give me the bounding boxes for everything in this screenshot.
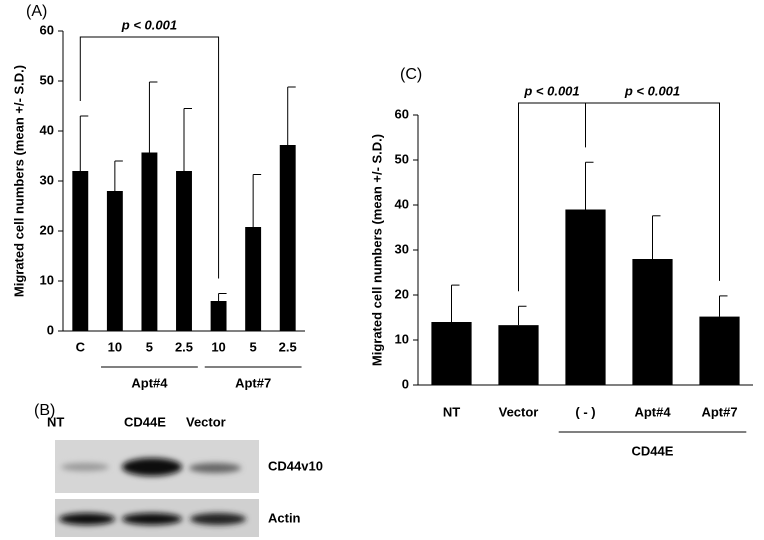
bar — [431, 322, 472, 385]
blot-band — [122, 513, 182, 525]
significance-bracket — [585, 102, 720, 281]
bar — [279, 145, 296, 331]
y-tick-label: 0 — [47, 322, 54, 337]
blot-band — [122, 458, 182, 476]
bar — [106, 191, 123, 331]
x-tick-label: 10 — [108, 339, 122, 354]
y-tick-label: 10 — [40, 272, 54, 287]
x-tick-label: 2.5 — [279, 339, 297, 354]
x-tick-label: 2.5 — [175, 339, 193, 354]
bar — [498, 325, 539, 385]
y-axis-label: Migrated cell numbers (mean +/- S.D.) — [369, 134, 384, 366]
x-tick-label: 5 — [250, 339, 257, 354]
blot-band — [61, 463, 109, 471]
group-label: Apt#7 — [235, 375, 271, 390]
blot-band — [59, 513, 115, 525]
x-tick-label: Vector — [499, 404, 539, 419]
row-label: Actin — [268, 510, 301, 525]
y-tick-label: 30 — [40, 172, 54, 187]
y-tick-label: 30 — [395, 241, 409, 256]
y-tick-label: 60 — [40, 22, 54, 37]
group-label: Apt#4 — [131, 375, 168, 390]
lane-label: NT — [47, 414, 64, 429]
x-tick-label: C — [76, 339, 86, 354]
bar — [210, 301, 227, 331]
panel-label: (C) — [400, 66, 422, 83]
panel-label: (B) — [34, 402, 55, 419]
blot: NT CD44E Vector CD44v10 Actin — [47, 414, 323, 537]
y-tick-label: 50 — [395, 151, 409, 166]
significance-label: p < 0.001 — [624, 83, 680, 98]
bar — [176, 171, 192, 331]
y-tick-label: 20 — [395, 286, 409, 301]
bar — [632, 259, 673, 385]
x-tick-label: ( - ) — [575, 404, 595, 419]
lane-label: Vector — [186, 414, 226, 429]
significance-label: p < 0.001 — [121, 17, 177, 32]
bar — [245, 227, 262, 331]
y-tick-label: 10 — [395, 331, 409, 346]
row-label: CD44v10 — [268, 458, 323, 473]
bar — [565, 209, 606, 385]
y-tick-label: 60 — [395, 106, 409, 121]
y-tick-label: 20 — [40, 222, 54, 237]
x-tick-label: NT — [443, 404, 460, 419]
x-tick-label: Apt#4 — [634, 404, 671, 419]
group-label: CD44E — [632, 443, 674, 458]
significance-bracket — [79, 36, 220, 279]
y-tick-label: 40 — [40, 122, 54, 137]
bar — [72, 171, 89, 331]
x-tick-label: 5 — [146, 339, 153, 354]
x-tick-label: Apt#7 — [701, 404, 737, 419]
bar — [141, 152, 158, 331]
significance-label: p < 0.001 — [523, 83, 579, 98]
y-tick-label: 50 — [40, 72, 54, 87]
y-axis-label: Migrated cell numbers (mean +/- S.D.) — [11, 65, 26, 297]
x-tick-label: 10 — [211, 339, 225, 354]
blot-band — [190, 513, 246, 525]
panel-label: (A) — [26, 3, 47, 20]
bar — [699, 316, 740, 385]
y-tick-label: 0 — [402, 376, 409, 391]
blot-band — [189, 463, 241, 473]
y-tick-label: 40 — [395, 196, 409, 211]
lane-label: CD44E — [124, 414, 166, 429]
